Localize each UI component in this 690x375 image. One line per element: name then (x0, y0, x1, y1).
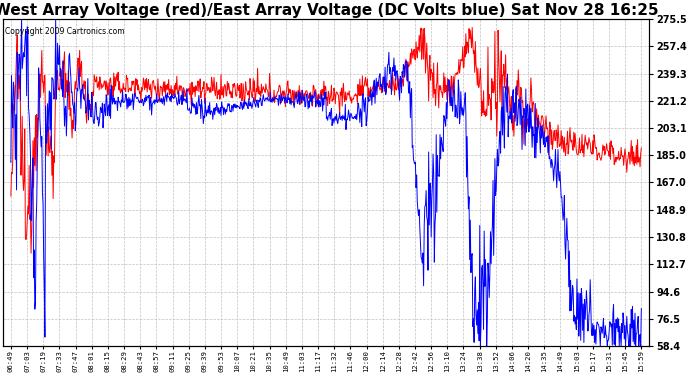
Text: Copyright 2009 Cartronics.com: Copyright 2009 Cartronics.com (5, 27, 124, 36)
Title: West Array Voltage (red)/East Array Voltage (DC Volts blue) Sat Nov 28 16:25: West Array Voltage (red)/East Array Volt… (0, 3, 658, 18)
